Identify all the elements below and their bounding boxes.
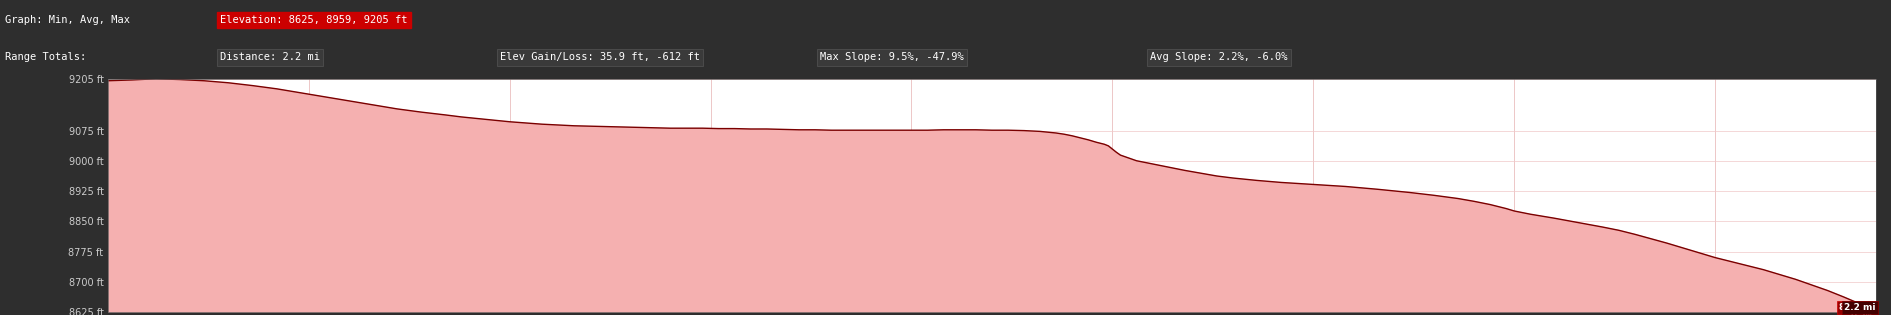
Text: Graph: Min, Avg, Max: Graph: Min, Avg, Max (6, 15, 130, 25)
Text: Distance: 2.2 mi: Distance: 2.2 mi (219, 53, 320, 62)
Text: Range Totals:: Range Totals: (6, 53, 87, 62)
Text: 0.2%: 0.2% (1851, 312, 1876, 315)
Text: Elevation: 8625, 8959, 9205 ft: Elevation: 8625, 8959, 9205 ft (219, 15, 407, 25)
Text: Max Slope: 9.5%, -47.9%: Max Slope: 9.5%, -47.9% (821, 53, 964, 62)
Text: Elev Gain/Loss: 35.9 ft, -612 ft: Elev Gain/Loss: 35.9 ft, -612 ft (499, 53, 700, 62)
Text: 8625 ft: 8625 ft (1840, 303, 1876, 312)
Text: 2.2 mi: 2.2 mi (1844, 303, 1876, 312)
Text: Avg Slope: 2.2%, -6.0%: Avg Slope: 2.2%, -6.0% (1150, 53, 1288, 62)
